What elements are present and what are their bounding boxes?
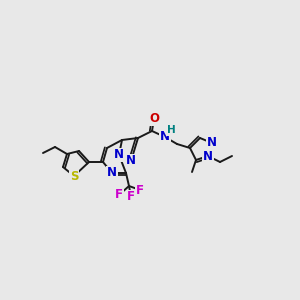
Text: N: N [207, 136, 217, 149]
Text: S: S [70, 169, 78, 182]
Text: F: F [115, 188, 123, 202]
Text: N: N [160, 130, 170, 143]
Text: N: N [126, 154, 136, 167]
Text: N: N [114, 148, 124, 161]
Text: N: N [203, 149, 213, 163]
Text: H: H [167, 125, 176, 135]
Text: F: F [136, 184, 144, 196]
Text: N: N [107, 167, 117, 179]
Text: F: F [127, 190, 135, 203]
Text: O: O [149, 112, 159, 125]
